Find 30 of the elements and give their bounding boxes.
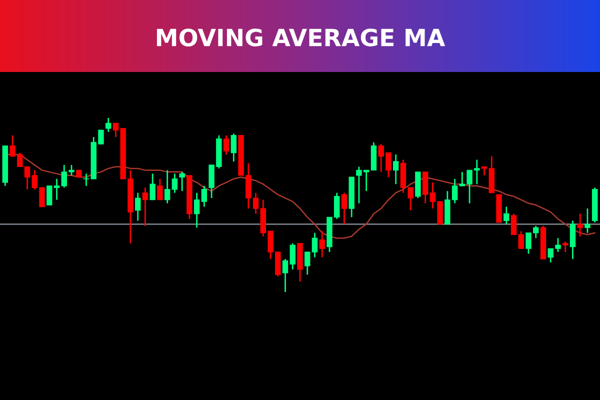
- candlestick: [341, 192, 348, 225]
- candlestick: [179, 171, 185, 192]
- candlestick: [577, 213, 583, 238]
- candlestick: [134, 192, 141, 222]
- candlestick: [304, 251, 310, 276]
- candlestick: [290, 242, 296, 270]
- candlestick: [584, 208, 590, 234]
- chart-title: MOVING AVERAGE MA: [156, 28, 446, 46]
- candlestick: [422, 171, 428, 204]
- candlestick: [392, 154, 399, 185]
- candlestick: [562, 240, 568, 253]
- candlestick: [312, 232, 318, 258]
- candlestick: [510, 213, 517, 236]
- candlestick: [201, 185, 208, 208]
- candlestick: [46, 186, 52, 206]
- candlestick: [150, 172, 156, 200]
- candlestick: [230, 132, 237, 162]
- candlestick: [142, 186, 148, 227]
- candlestick: [54, 178, 60, 200]
- candlestick: [106, 117, 112, 133]
- candlestick: [194, 192, 200, 228]
- candlestick: [164, 169, 170, 204]
- candlestick: [157, 178, 163, 200]
- candlestick: [504, 206, 510, 225]
- candlestick: [223, 134, 230, 156]
- candlestick: [172, 172, 178, 194]
- candlestick: [570, 220, 576, 260]
- candlestick: [319, 230, 325, 258]
- candlestick: [282, 258, 288, 293]
- candlestick: [518, 230, 524, 250]
